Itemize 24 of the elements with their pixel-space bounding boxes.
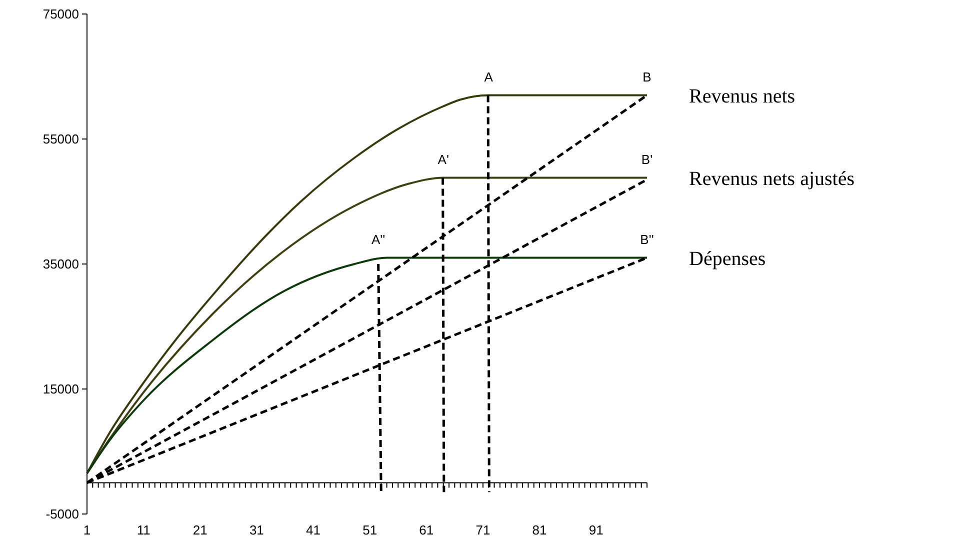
annotation: A'' (371, 232, 386, 247)
x-tick-label: 51 (362, 522, 378, 538)
y-tick-label: 15000 (42, 382, 79, 397)
x-tick-label: 61 (419, 522, 434, 538)
x-tick-label: 11 (136, 522, 150, 538)
x-tick-label: 91 (588, 522, 604, 538)
annotation: B' (641, 152, 653, 167)
x-tick-label: 1 (83, 522, 91, 538)
y-tick-label: 75000 (42, 6, 79, 22)
annotation: B (642, 69, 652, 84)
annotation: A (484, 69, 494, 84)
y-tick-label: -5000 (46, 506, 79, 522)
x-tick-label: 31 (249, 522, 264, 538)
x-tick-label: 81 (532, 522, 547, 538)
text: Revenus nets (689, 85, 796, 108)
x-tick-label: 21 (192, 522, 208, 538)
y-tick-label: 55000 (42, 132, 79, 147)
x-tick-label: 41 (306, 522, 320, 538)
annotation: A' (438, 152, 449, 167)
annotation: B'' (640, 232, 654, 247)
text: Revenus nets ajustés (689, 168, 855, 190)
text: Dépenses (689, 248, 766, 270)
y-tick-label: 35000 (42, 256, 79, 272)
x-tick-label: 71 (476, 522, 490, 538)
